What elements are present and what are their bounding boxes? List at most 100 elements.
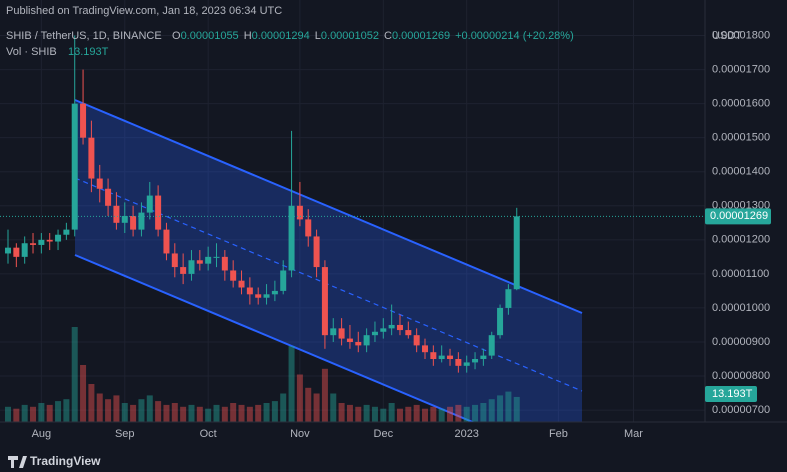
candle-body <box>13 247 20 257</box>
volume-bar <box>405 406 412 422</box>
volume-bar <box>163 404 170 422</box>
y-tick-label: 0.00001100 <box>712 268 769 280</box>
candle-body <box>497 307 504 336</box>
volume-bar <box>213 404 220 422</box>
volume-bar <box>263 403 270 422</box>
volume-bar <box>63 399 70 422</box>
candle-body <box>472 359 479 363</box>
candle-body <box>380 328 387 332</box>
candle-body <box>105 188 112 206</box>
y-tick-label: 0.00001600 <box>712 98 770 110</box>
x-tick-label: Nov <box>290 428 310 440</box>
candle-body <box>213 256 220 258</box>
candle-body <box>288 205 295 271</box>
volume-bar <box>255 404 262 422</box>
candle-body <box>263 294 270 298</box>
volume-bar <box>196 406 203 422</box>
volume-bar <box>13 408 20 422</box>
candle-body <box>113 205 120 223</box>
volume-name: Vol · SHIB <box>6 46 57 58</box>
volume-bar <box>505 391 512 422</box>
volume-bar <box>113 395 120 422</box>
ohlc-key: H <box>244 30 252 42</box>
volume-bar <box>355 406 362 422</box>
candle-body <box>305 219 312 237</box>
volume-bar <box>230 403 237 422</box>
candle-body <box>296 205 303 220</box>
candle-body <box>155 195 162 230</box>
candle-body <box>488 335 495 356</box>
volume-bar <box>180 406 187 422</box>
candle-body <box>413 335 420 346</box>
candle-body <box>188 260 195 274</box>
candle-body <box>121 216 128 223</box>
channel <box>74 99 583 422</box>
candle-body <box>163 229 170 254</box>
candle-body <box>130 216 137 230</box>
volume-value: 13.193T <box>68 46 109 58</box>
ohlc: O0.00001055 H0.00001294 L0.00001052 C0.0000… <box>172 30 574 42</box>
volume-bar <box>513 396 520 422</box>
volume-bar <box>271 401 278 422</box>
change: +0.00000214 (+20.28%) <box>455 30 574 42</box>
last-price-box <box>705 208 771 225</box>
volume-bar <box>188 404 195 422</box>
candle-body <box>513 216 520 290</box>
volume-bar <box>96 393 103 422</box>
channel-fill <box>75 100 582 422</box>
candle-body <box>313 236 320 268</box>
x-tick-label: 2023 <box>454 428 478 440</box>
ohlc-value: 0.00001052 <box>321 30 379 42</box>
volume-bar <box>430 406 437 422</box>
volume-bar <box>130 404 137 422</box>
candle-body <box>96 178 103 189</box>
x-tick-label: Dec <box>374 428 394 440</box>
ohlc-key: C <box>384 30 392 42</box>
volume-bar <box>305 387 312 422</box>
candles <box>0 35 705 373</box>
grid <box>0 0 705 422</box>
y-tick-label: 0.00000700 <box>712 404 770 416</box>
candle-body <box>63 229 70 235</box>
candle-body <box>388 324 395 329</box>
ohlc-value: 0.00001055 <box>181 30 239 42</box>
volume-bar <box>238 404 245 422</box>
ohlc-value: 0.00001269 <box>392 30 450 42</box>
last-price-label: 0.00001269 <box>710 210 768 222</box>
candle-body <box>338 328 345 339</box>
volume-bar <box>388 403 395 422</box>
volume-bar <box>205 408 212 422</box>
volume-bar <box>380 408 387 422</box>
volume-bar <box>396 408 403 422</box>
volume-bar <box>171 403 178 422</box>
volume-bar <box>246 406 253 422</box>
volume-bar <box>296 374 303 422</box>
candle-body <box>271 290 278 295</box>
candle-body <box>196 260 203 264</box>
volume-bar <box>463 406 470 422</box>
y-tick-label: 0.00001200 <box>712 234 770 246</box>
candle-body <box>430 352 437 360</box>
volume-bar <box>280 393 287 422</box>
candle-body <box>88 137 95 179</box>
candle-body <box>346 338 353 342</box>
axes: 0.00000700 0.00000800 0.00000900 0.00001000… <box>32 29 771 440</box>
ohlc-key: O <box>172 30 181 42</box>
volume-bar <box>480 403 487 422</box>
volume-bar <box>330 393 337 422</box>
candle-body <box>46 239 53 242</box>
volume-bar <box>472 404 479 422</box>
last-volume-box <box>705 386 757 402</box>
volume-bar <box>288 346 295 422</box>
volume-bar <box>321 368 328 422</box>
candle-body <box>355 341 362 346</box>
volume-bar <box>455 404 462 422</box>
last-volume-label: 13.193T <box>712 388 753 400</box>
volume-bar <box>488 399 495 422</box>
candle-body <box>5 247 11 254</box>
y-tick-label: 0.00001000 <box>712 302 770 314</box>
candle-body <box>363 335 370 346</box>
currency: USDT <box>712 30 742 42</box>
